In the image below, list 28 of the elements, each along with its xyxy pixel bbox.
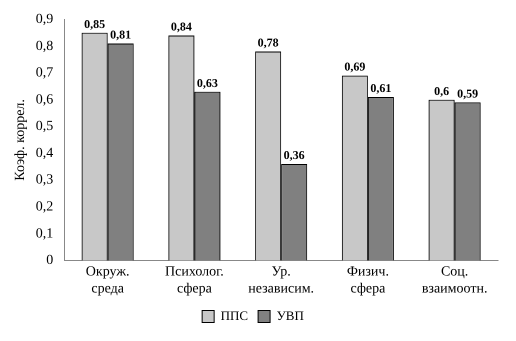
data-label: 0,6	[434, 84, 450, 98]
data-label: 0,61	[370, 81, 392, 96]
y-tick-label: 0,6	[36, 92, 54, 108]
y-tick-label: 0	[46, 253, 54, 268]
data-label: 0,63	[196, 76, 218, 90]
data-label: 0,59	[457, 86, 478, 101]
data-label: 0,84	[170, 20, 192, 34]
legend-label: УВП	[276, 308, 304, 323]
y-tick-label: 0,7	[36, 66, 54, 81]
x-tick-label: Соц. взаимоотн.	[422, 264, 488, 296]
y-tick-label: 0,8	[36, 38, 54, 54]
data-label: 0,36	[284, 148, 305, 162]
legend-label: ППС	[220, 308, 248, 323]
x-tick-label: Физич. сфера	[346, 264, 389, 296]
data-label: 0,85	[84, 16, 106, 31]
data-label: 0,69	[344, 60, 366, 74]
y-tick-label: 0,5	[36, 119, 54, 134]
data-label: 0,81	[110, 28, 132, 42]
x-tick-label: Окруж. среда	[86, 264, 130, 296]
data-label: 0,78	[258, 36, 279, 50]
y-tick-label: 0,9	[36, 12, 54, 28]
x-tick-label: Психолог. сфера	[165, 264, 224, 296]
y-tick-label: 0,4	[36, 146, 54, 161]
y-axis-title: Коэф. коррел.	[13, 99, 28, 181]
y-tick-label: 0,3	[36, 172, 54, 188]
x-tick-label: Ур. независим.	[248, 264, 314, 296]
y-tick-label: 0,1	[36, 226, 54, 242]
y-tick-label: 0,2	[36, 200, 54, 215]
